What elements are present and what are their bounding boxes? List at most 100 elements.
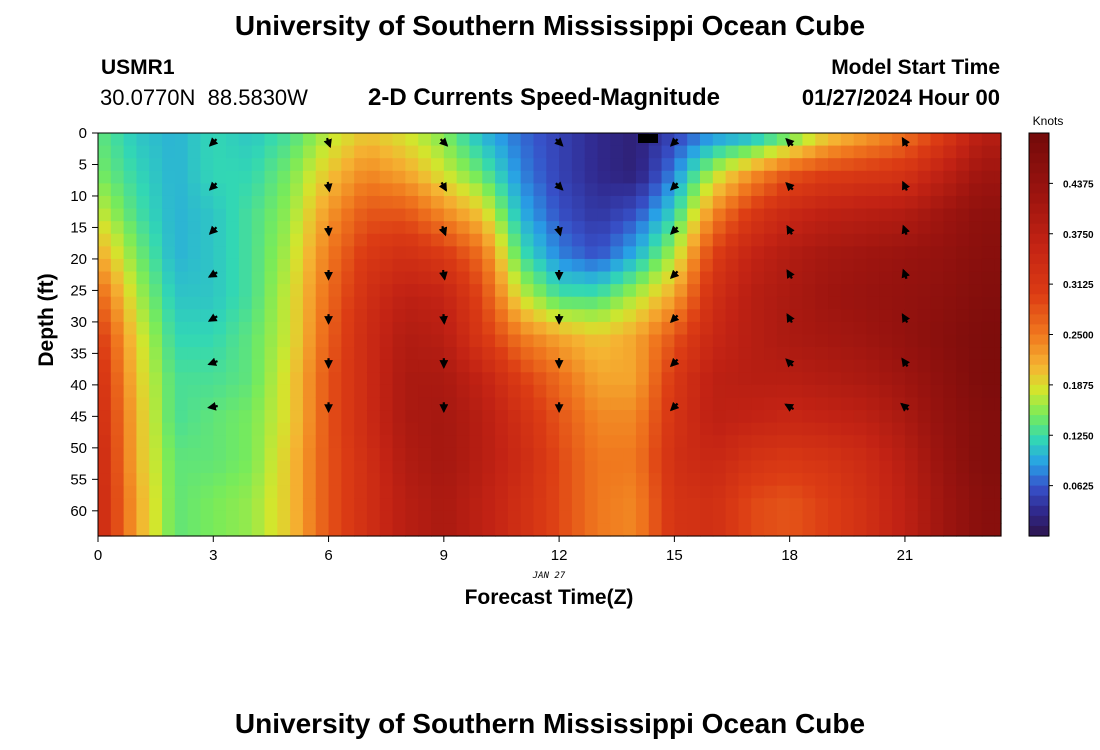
heatmap-cell xyxy=(264,334,278,348)
heatmap-cell xyxy=(366,246,381,260)
current-vector-arrow xyxy=(786,269,795,279)
heatmap-cell xyxy=(981,347,996,361)
heatmap-cell xyxy=(776,473,791,487)
heatmap-cell xyxy=(277,208,291,222)
heatmap-cell xyxy=(674,435,688,449)
heatmap-cell xyxy=(431,145,445,159)
heatmap-cell xyxy=(751,422,765,436)
heatmap-cell xyxy=(264,183,278,197)
heatmap-cell xyxy=(405,397,419,411)
heatmap-cell xyxy=(264,208,278,222)
heatmap-cell xyxy=(354,447,368,462)
heatmap-cell xyxy=(956,158,970,172)
heatmap-cell xyxy=(264,510,278,524)
heatmap-cell xyxy=(623,523,637,537)
heatmap-cell xyxy=(904,321,919,336)
heatmap-cell xyxy=(764,321,778,336)
heatmap-cell xyxy=(956,284,970,298)
heatmap-cell xyxy=(904,384,919,399)
heatmap-cell xyxy=(700,397,714,411)
heatmap-cell xyxy=(828,221,842,235)
heatmap-cell xyxy=(315,359,330,373)
heatmap-cell xyxy=(853,410,868,424)
heatmap-cell xyxy=(584,170,599,184)
heatmap-cell xyxy=(815,473,829,487)
heatmap-cell xyxy=(238,523,253,537)
heatmap-cell xyxy=(879,422,893,436)
heatmap-cell xyxy=(661,473,675,487)
heatmap-cell xyxy=(751,158,765,172)
heatmap-cell xyxy=(469,208,483,222)
heatmap-cell xyxy=(495,233,509,247)
heatmap-cell xyxy=(200,183,214,197)
heatmap-cell xyxy=(328,435,342,449)
heatmap-cell xyxy=(840,284,855,298)
heatmap-cell xyxy=(802,145,816,159)
heatmap-cell xyxy=(968,473,983,487)
heatmap-cell xyxy=(828,372,842,386)
heatmap-cell xyxy=(315,158,330,172)
heatmap-cell xyxy=(853,510,868,524)
heatmap-cell xyxy=(648,284,663,298)
heatmap-cell xyxy=(610,158,624,172)
heatmap-cell xyxy=(661,170,675,184)
heatmap-cell xyxy=(725,233,740,247)
heatmap-cell xyxy=(802,447,816,462)
heatmap-cell xyxy=(751,208,765,222)
heatmap-cell xyxy=(533,309,547,323)
heatmap-cell xyxy=(904,447,919,462)
heatmap-cell xyxy=(110,498,125,512)
heatmap-cell xyxy=(764,258,778,273)
heatmap-cell xyxy=(776,334,791,348)
heatmap-cell xyxy=(815,410,829,424)
heatmap-cell xyxy=(469,183,483,197)
heatmap-cell xyxy=(764,523,778,537)
heatmap-cell xyxy=(802,208,816,222)
heatmap-cell xyxy=(597,233,611,247)
heatmap-cell xyxy=(187,284,202,298)
heatmap-cell xyxy=(315,321,330,336)
heatmap-cell xyxy=(123,145,138,159)
heatmap-cell xyxy=(174,258,189,273)
heatmap-cell xyxy=(520,447,535,462)
heatmap-cell xyxy=(635,284,650,298)
heatmap-cell xyxy=(687,296,701,310)
heatmap-cell xyxy=(764,447,778,462)
heatmap-cell xyxy=(251,359,266,373)
heatmap-cell xyxy=(482,221,496,235)
y-tick-label: 55 xyxy=(70,471,87,488)
heatmap-cell xyxy=(828,258,842,273)
heatmap-cell xyxy=(187,145,202,159)
heatmap-cell xyxy=(840,410,855,424)
heatmap-cell xyxy=(405,422,419,436)
heatmap-cell xyxy=(648,208,663,222)
heatmap-cell xyxy=(405,384,419,399)
heatmap-cell xyxy=(840,145,855,159)
heatmap-cell xyxy=(354,498,368,512)
heatmap-cell xyxy=(226,435,240,449)
heatmap-cell xyxy=(495,397,509,411)
heatmap-cell xyxy=(213,372,227,386)
heatmap-cell xyxy=(341,447,355,462)
heatmap-cell xyxy=(354,158,368,172)
heatmap-cell xyxy=(123,321,138,336)
heatmap-cell xyxy=(328,158,342,172)
heatmap-cell xyxy=(405,221,419,235)
heatmap-cell xyxy=(840,183,855,197)
heatmap-cell xyxy=(661,422,675,436)
heatmap-cell xyxy=(776,145,791,159)
heatmap-cell xyxy=(828,447,842,462)
heatmap-cell xyxy=(418,271,432,285)
heatmap-cell xyxy=(251,334,266,348)
current-vector-arrow xyxy=(208,137,219,147)
heatmap-cell xyxy=(392,170,407,184)
heatmap-cell xyxy=(110,296,125,310)
heatmap-cell xyxy=(597,284,611,298)
heatmap-cell xyxy=(187,170,202,184)
heatmap-cell xyxy=(200,435,214,449)
heatmap-cell xyxy=(174,384,189,399)
heatmap-cell xyxy=(456,510,471,524)
heatmap-cell xyxy=(904,422,919,436)
heatmap-cell xyxy=(968,271,983,285)
heatmap-cell xyxy=(546,397,560,411)
